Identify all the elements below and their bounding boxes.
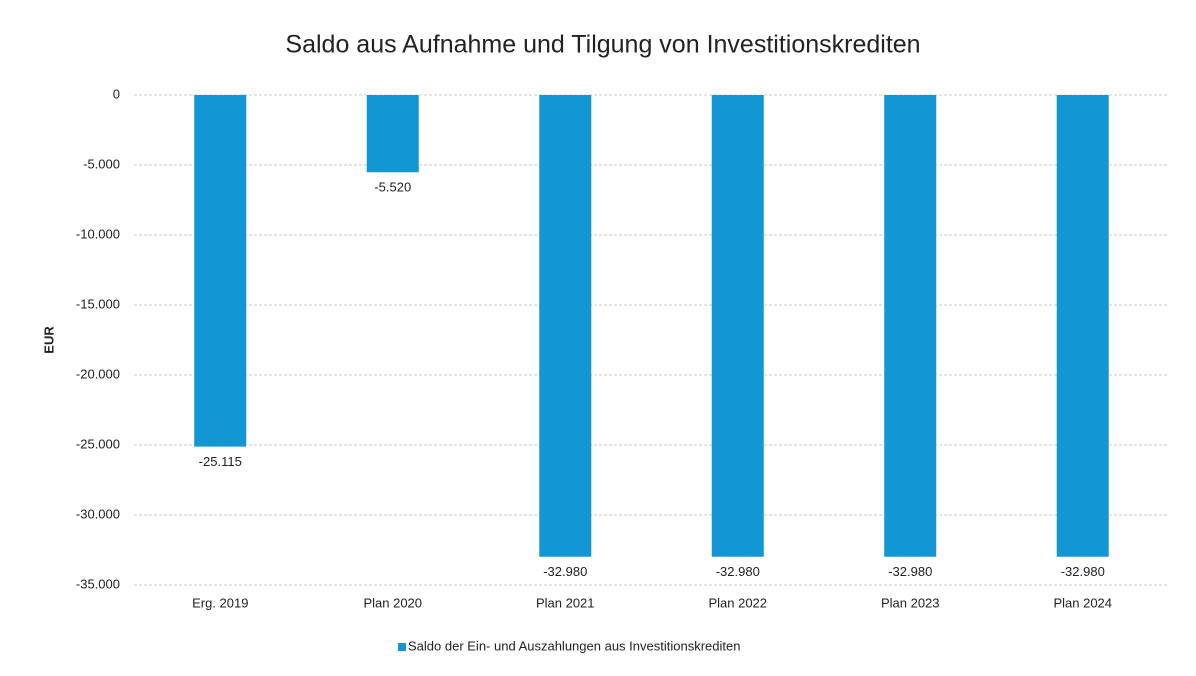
data-label: -25.115 — [199, 454, 242, 469]
bar — [539, 95, 592, 557]
legend-label: Saldo der Ein- und Auszahlungen aus Inve… — [408, 638, 740, 653]
data-label: -32.980 — [1061, 564, 1105, 579]
y-tick-label: -10.000 — [76, 226, 120, 241]
y-tick-label: -30.000 — [76, 506, 120, 521]
x-tick-label: Plan 2021 — [536, 595, 595, 610]
y-tick-label: -15.000 — [76, 296, 120, 311]
chart-title: Saldo aus Aufnahme und Tilgung von Inves… — [285, 31, 920, 59]
data-label: -32.980 — [543, 564, 587, 579]
y-tick-label: -35.000 — [76, 576, 120, 591]
bar — [1056, 95, 1109, 557]
bar — [884, 95, 937, 557]
data-label: -32.980 — [716, 564, 760, 579]
y-tick-label: -20.000 — [76, 366, 120, 381]
y-tick-label: -5.000 — [83, 156, 120, 171]
bar — [711, 95, 764, 557]
x-tick-label: Plan 2020 — [363, 595, 422, 610]
x-tick-label: Plan 2024 — [1053, 595, 1112, 610]
y-axis-label: EUR — [41, 326, 56, 354]
bar — [194, 95, 247, 447]
bar — [366, 95, 419, 173]
data-label: -5.520 — [374, 180, 411, 195]
data-label: -32.980 — [888, 564, 932, 579]
x-tick-label: Plan 2023 — [881, 595, 940, 610]
legend-swatch — [398, 643, 406, 651]
x-tick-label: Erg. 2019 — [192, 595, 248, 610]
y-tick-label: -25.000 — [76, 436, 120, 451]
y-tick-label: 0 — [113, 86, 120, 101]
x-tick-label: Plan 2022 — [708, 595, 767, 610]
